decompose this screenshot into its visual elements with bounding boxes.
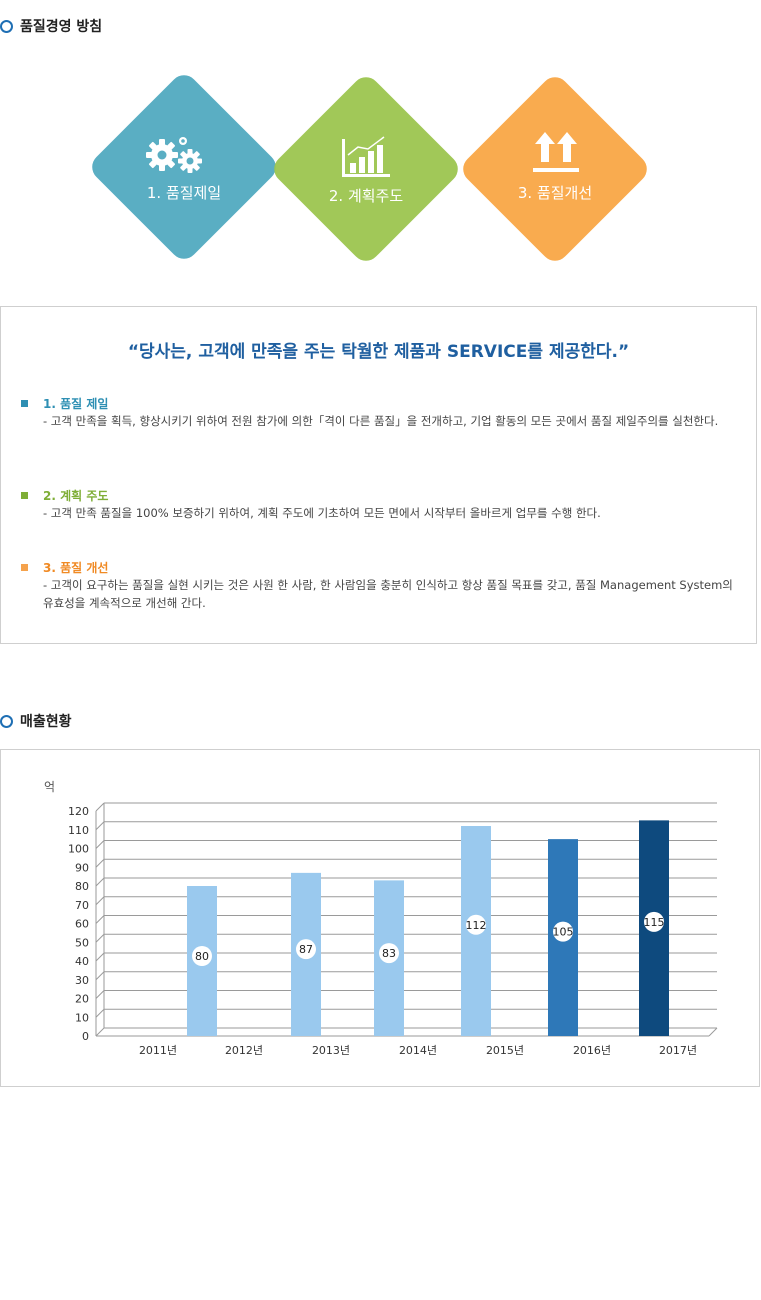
data-label: 87 xyxy=(299,943,313,956)
data-label: 83 xyxy=(382,947,396,960)
diamond-label-3: 3. 품질개선 xyxy=(517,184,593,202)
growth-chart-icon xyxy=(342,136,390,177)
gridline-depth xyxy=(95,1008,105,1018)
y-tick-label: 40 xyxy=(75,955,89,968)
gridline-depth xyxy=(95,821,105,831)
sales-chart: 억 0 10 20 30 40 50 60 70 80 90 100 110 120 2011년 2012년… xyxy=(0,749,760,1087)
y-tick-label: 110 xyxy=(68,824,89,837)
gridline-depth xyxy=(95,952,105,962)
data-label: 105 xyxy=(553,926,574,939)
gridline-depth xyxy=(95,858,105,868)
data-label: 115 xyxy=(644,916,665,929)
quality-diamonds: 1. 품질제일 2. 계획주도 3. 품질개선 xyxy=(0,55,761,285)
x-tick-label: 2013년 xyxy=(312,1044,350,1057)
square-bullet-icon xyxy=(21,400,28,407)
y-tick-label: 60 xyxy=(75,918,89,931)
gridline-depth xyxy=(95,915,105,924)
x-tick-label: 2011년 xyxy=(139,1044,177,1057)
x-tick-label: 2016년 xyxy=(573,1044,611,1057)
x-tick-label: 2017년 xyxy=(659,1044,697,1057)
y-tick-label: 100 xyxy=(68,843,89,856)
gridline-depth xyxy=(95,896,105,906)
gridline-depth xyxy=(95,971,105,981)
policy-item-title: 3. 품질 개선 xyxy=(43,561,109,575)
quality-policy-box: “당사는, 고객에 만족을 주는 탁월한 제품과 SERVICE를 제공한다.”… xyxy=(0,306,757,644)
policy-item-title: 2. 계획 주도 xyxy=(43,489,109,503)
data-label-bg xyxy=(466,914,486,935)
data-label-bg xyxy=(379,943,399,964)
section-title-text: 품질경영 방침 xyxy=(20,19,103,35)
y-tick-label: 80 xyxy=(75,880,89,893)
circle-bullet-icon xyxy=(0,19,13,33)
gridline-depth xyxy=(95,933,105,943)
y-tick-label: 30 xyxy=(75,974,89,987)
y-axis-unit-label: 억 xyxy=(44,780,56,794)
policy-item-2: 2. 계획 주도 - 고객 만족 품질을 100% 보증하기 위하여, 계획 주… xyxy=(21,487,741,522)
square-bullet-icon xyxy=(21,492,28,499)
x-tick-label: 2015년 xyxy=(486,1044,524,1057)
y-tick-label: 70 xyxy=(75,899,89,912)
section-title-quality-policy: 품질경영 방침 xyxy=(0,16,102,36)
y-tick-label: 90 xyxy=(75,861,89,874)
data-label-bg xyxy=(192,946,212,966)
diamond-label-1: 1. 품질제일 xyxy=(146,184,222,202)
square-bullet-icon xyxy=(21,564,28,571)
section-title-sales: 매출현황 xyxy=(0,711,72,731)
x-tick-label: 2014년 xyxy=(399,1044,437,1057)
y-tick-label: 120 xyxy=(68,805,89,818)
gridline-depth xyxy=(95,840,105,849)
data-label-bg xyxy=(553,921,573,942)
y-tick-label: 50 xyxy=(75,936,89,949)
up-arrows-icon xyxy=(533,132,579,172)
gridline-depth xyxy=(95,990,105,999)
sales-bar-chart: 0 10 20 30 40 50 60 70 80 90 100 110 120 2011년 2012년 20… xyxy=(68,802,718,1057)
x-tick-label: 2012년 xyxy=(225,1044,263,1057)
policy-item-title: 1. 품질 제일 xyxy=(43,397,109,411)
gridline-depth xyxy=(95,802,105,812)
data-label-bg xyxy=(296,939,316,960)
gears-icon xyxy=(146,137,202,173)
policy-item-desc: - 고객 만족 품질을 100% 보증하기 위하여, 계획 주도에 기초하여 모… xyxy=(43,506,601,520)
section-title-text: 매출현황 xyxy=(20,714,72,730)
y-tick-label: 20 xyxy=(75,993,89,1006)
policy-quote: “당사는, 고객에 만족을 주는 탁월한 제품과 SERVICE를 제공한다.” xyxy=(127,342,630,362)
x-axis-depth xyxy=(708,1027,718,1037)
circle-bullet-icon xyxy=(0,714,13,728)
policy-item-desc: - 고객 만족을 획득, 향상시키기 위하여 전원 참가에 의한「격이 다른 품… xyxy=(43,414,719,428)
y-tick-label: 0 xyxy=(82,1030,89,1043)
diamond-label-2: 2. 계획주도 xyxy=(328,187,404,205)
policy-item-desc: - 고객이 요구하는 품질을 실현 시키는 것은 사원 한 사람, 한 사람임을… xyxy=(43,578,733,610)
policy-item-3: 3. 품질 개선 - 고객이 요구하는 품질을 실현 시키는 것은 사원 한 사… xyxy=(21,559,741,612)
data-label: 112 xyxy=(466,919,487,932)
data-label-bg xyxy=(644,911,664,932)
data-label: 80 xyxy=(195,950,209,963)
gridline-depth xyxy=(95,877,105,887)
y-tick-label: 10 xyxy=(75,1011,89,1024)
gridline-depth xyxy=(95,1027,105,1037)
policy-item-1: 1. 품질 제일 - 고객 만족을 획득, 향상시키기 위하여 전원 참가에 의… xyxy=(21,395,741,430)
